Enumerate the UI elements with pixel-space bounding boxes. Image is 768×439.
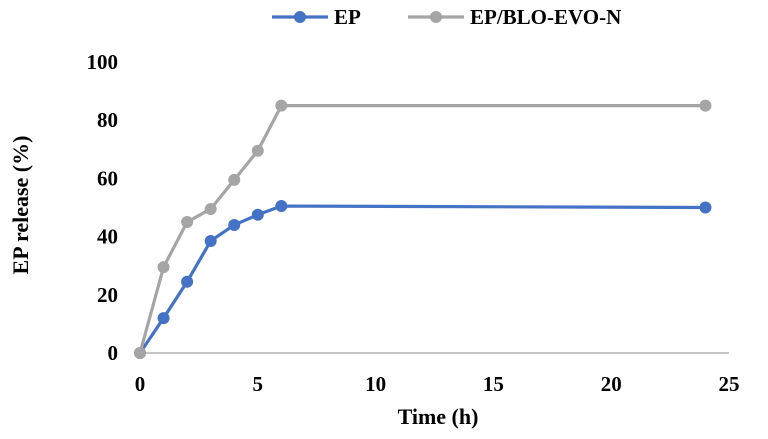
data-point (228, 173, 241, 186)
data-point (251, 144, 264, 157)
data-point (699, 99, 712, 112)
y-tick-label: 40 (97, 225, 118, 249)
legend-marker (430, 11, 442, 23)
x-tick-label: 10 (365, 372, 386, 396)
y-axis-title: EP release (%) (8, 136, 33, 275)
x-tick-label: 25 (719, 372, 740, 396)
legend-item: EP/BLO-EVO-N (408, 5, 621, 29)
y-tick-label: 80 (97, 108, 118, 132)
data-point (204, 234, 217, 247)
data-point (157, 312, 170, 325)
series-ep-blo-evo-n (134, 99, 712, 359)
series-ep (134, 200, 712, 359)
data-point (181, 275, 194, 288)
y-tick-label: 100 (87, 50, 119, 74)
series-line (138, 104, 706, 354)
data-point (181, 216, 194, 229)
data-point (134, 347, 146, 359)
data-point (157, 261, 170, 274)
y-tick-label: 20 (97, 283, 118, 307)
legend-item: EP (272, 5, 361, 29)
legend-label: EP/BLO-EVO-N (470, 5, 621, 29)
data-point (275, 200, 288, 213)
legend: EP EP/BLO-EVO-N (272, 5, 621, 29)
data-point (228, 218, 241, 231)
x-tick-label: 0 (135, 372, 146, 396)
x-axis-title: Time (h) (398, 404, 479, 429)
data-point (204, 202, 217, 215)
axes: 0 5 10 15 20 25 0 20 40 60 80 100 (87, 50, 740, 396)
y-tick-label: 0 (108, 341, 119, 365)
x-tick-label: 5 (253, 372, 264, 396)
legend-marker (294, 11, 306, 23)
data-point (251, 208, 264, 221)
series-line (138, 204, 706, 354)
y-tick-label: 60 (97, 166, 118, 190)
x-tick-label: 15 (483, 372, 504, 396)
data-point (699, 201, 712, 214)
legend-label: EP (334, 5, 361, 29)
data-point (275, 99, 288, 112)
x-tick-label: 20 (601, 372, 622, 396)
series-layer (134, 99, 712, 359)
